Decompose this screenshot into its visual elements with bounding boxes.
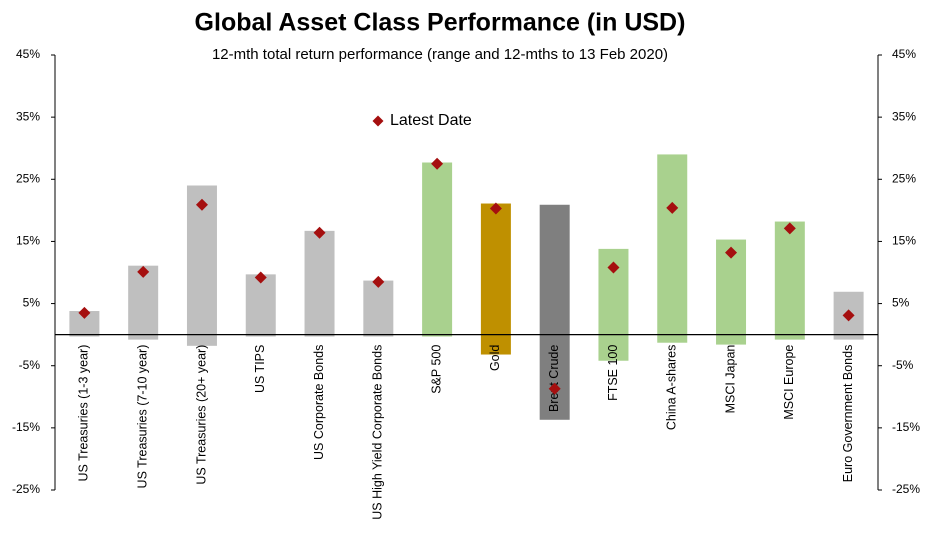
latest-marker bbox=[607, 261, 620, 274]
x-tick-label: US High Yield Corporate Bonds bbox=[371, 345, 385, 520]
range-bar bbox=[128, 265, 159, 340]
y2-tick-label: 35% bbox=[892, 109, 916, 123]
y2-tick-label: -15% bbox=[892, 420, 920, 434]
legend-label: Latest Date bbox=[390, 112, 472, 129]
x-tick-label: US Treasuries (20+ year) bbox=[194, 345, 208, 485]
latest-marker bbox=[725, 246, 738, 259]
latest-marker bbox=[372, 275, 385, 288]
range-bar bbox=[480, 203, 511, 355]
latest-marker bbox=[842, 309, 855, 322]
y-tick-label: 45% bbox=[16, 47, 40, 61]
y2-tick-label: 5% bbox=[892, 296, 910, 310]
x-tick-label: China A-shares bbox=[665, 345, 679, 430]
latest-marker bbox=[313, 226, 326, 239]
latest-marker bbox=[254, 271, 267, 284]
legend-marker bbox=[372, 115, 384, 127]
latest-marker bbox=[783, 222, 796, 235]
x-tick-label: US Treasuries (7-10 year) bbox=[135, 345, 149, 489]
range-bar bbox=[657, 154, 688, 343]
y-tick-label: -15% bbox=[12, 420, 40, 434]
y-tick-label: 25% bbox=[16, 171, 40, 185]
latest-marker bbox=[78, 306, 91, 319]
latest-marker bbox=[137, 265, 150, 278]
range-bar bbox=[186, 185, 217, 346]
x-tick-label: FTSE 100 bbox=[606, 345, 620, 401]
x-tick-label: S&P 500 bbox=[429, 345, 443, 394]
x-tick-label: Gold bbox=[488, 345, 502, 371]
y2-tick-label: -5% bbox=[892, 358, 914, 372]
x-tick-label: US Treasuries (1-3 year) bbox=[77, 345, 91, 482]
y-tick-label: 15% bbox=[16, 234, 40, 248]
y2-tick-label: 25% bbox=[892, 171, 916, 185]
x-tick-label: US Corporate Bonds bbox=[312, 345, 326, 460]
x-tick-label: MSCI Europe bbox=[782, 345, 796, 420]
y-tick-label: -25% bbox=[12, 482, 40, 496]
chart-subtitle: 12-mth total return performance (range a… bbox=[212, 46, 668, 63]
latest-marker bbox=[666, 201, 679, 214]
range-bar bbox=[363, 280, 394, 337]
x-tick-label: MSCI Japan bbox=[723, 345, 737, 414]
latest-marker bbox=[548, 382, 561, 395]
range-bar bbox=[422, 162, 453, 337]
y2-tick-label: 45% bbox=[892, 47, 916, 61]
range-bar bbox=[245, 274, 276, 337]
latest-marker bbox=[195, 198, 208, 211]
range-bar bbox=[774, 221, 805, 340]
range-bar bbox=[304, 230, 335, 337]
y2-tick-label: 15% bbox=[892, 234, 916, 248]
latest-marker bbox=[489, 202, 502, 215]
y-tick-label: -5% bbox=[19, 358, 41, 372]
latest-marker bbox=[431, 157, 444, 170]
y-tick-label: 5% bbox=[23, 296, 41, 310]
y-tick-label: 35% bbox=[16, 109, 40, 123]
x-tick-label: Euro Government Bonds bbox=[841, 345, 855, 483]
chart-title: Global Asset Class Performance (in USD) bbox=[195, 9, 686, 37]
x-tick-label: Brent Crude bbox=[547, 345, 561, 412]
x-tick-label: US TIPS bbox=[253, 345, 267, 393]
y2-tick-label: -25% bbox=[892, 482, 920, 496]
